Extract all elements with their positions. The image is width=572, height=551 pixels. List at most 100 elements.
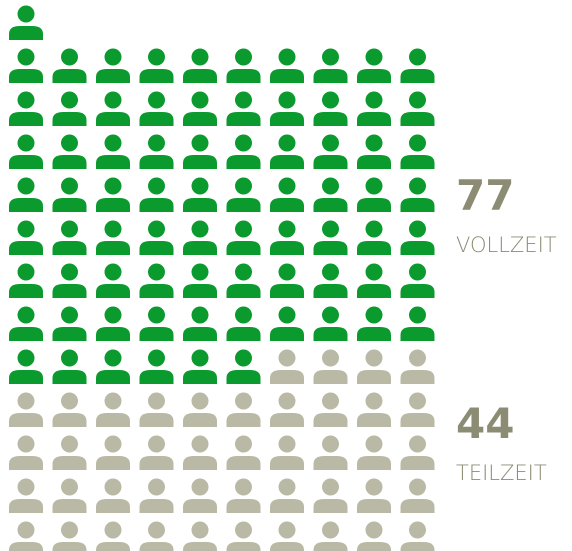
icon-body	[400, 456, 435, 470]
person-icon	[270, 134, 304, 169]
icon-head	[409, 392, 426, 410]
icon-head	[104, 478, 122, 496]
icon-body	[400, 241, 435, 255]
icon-head	[365, 392, 383, 410]
person-icon	[400, 48, 435, 83]
icon-head	[278, 392, 296, 410]
person-icon	[226, 478, 261, 513]
person-icon	[183, 263, 217, 298]
person-icon	[313, 306, 348, 341]
icon-head	[104, 48, 122, 66]
value-label: 44	[456, 399, 514, 448]
icon-body	[139, 198, 174, 212]
icon-head	[61, 306, 78, 324]
icon-body	[400, 69, 435, 83]
icon-body	[9, 542, 43, 551]
icon-body	[139, 413, 174, 427]
person-icon	[183, 435, 217, 470]
icon-head	[278, 134, 296, 152]
icon-body	[400, 155, 435, 169]
person-icon	[313, 521, 348, 551]
icon-body	[313, 69, 348, 83]
icon-head	[409, 48, 426, 66]
icon-body	[270, 284, 304, 298]
icon-body	[357, 155, 391, 169]
person-icon	[357, 521, 391, 551]
icon-head	[235, 220, 252, 238]
person-icon	[9, 349, 43, 384]
person-icon	[313, 478, 348, 513]
icon-head	[148, 263, 165, 281]
icon-head	[61, 91, 78, 109]
icon-body	[96, 456, 130, 470]
icon-body	[139, 284, 174, 298]
person-icon	[9, 435, 43, 470]
icon-head	[191, 306, 209, 324]
icon-head	[191, 91, 209, 109]
person-icon	[183, 349, 217, 384]
icon-body	[270, 456, 304, 470]
icon-body	[357, 327, 391, 341]
icon-head	[278, 91, 296, 109]
icon-body	[313, 499, 348, 513]
icon-body	[52, 327, 87, 341]
icon-head	[191, 177, 209, 195]
icon-body	[96, 542, 130, 551]
icon-head	[409, 349, 426, 367]
icon-head	[61, 134, 78, 152]
icon-head	[17, 48, 35, 66]
icon-head	[278, 263, 296, 281]
person-icon	[270, 435, 304, 470]
person-icon	[400, 134, 435, 169]
person-icon	[96, 435, 130, 470]
icon-head	[17, 263, 35, 281]
person-icon	[226, 392, 261, 427]
icon-head	[365, 134, 383, 152]
icon-body	[226, 413, 261, 427]
icon-head	[322, 349, 339, 367]
icon-body	[9, 284, 43, 298]
icon-head	[365, 220, 383, 238]
person-icon	[313, 134, 348, 169]
icon-body	[96, 499, 130, 513]
icon-body	[96, 370, 130, 384]
icon-head	[148, 349, 165, 367]
icon-body	[139, 155, 174, 169]
person-icon	[183, 220, 217, 255]
icon-head	[148, 134, 165, 152]
icon-body	[96, 155, 130, 169]
icon-body	[270, 69, 304, 83]
icon-head	[104, 392, 122, 410]
person-icon	[9, 48, 43, 83]
icon-body	[270, 327, 304, 341]
person-icon	[96, 263, 130, 298]
icon-body	[226, 327, 261, 341]
icon-head	[191, 521, 209, 539]
person-icon	[270, 478, 304, 513]
icon-body	[357, 456, 391, 470]
person-icon	[270, 521, 304, 551]
icon-body	[9, 155, 43, 169]
icon-body	[313, 112, 348, 126]
person-icon	[313, 435, 348, 470]
person-icon	[313, 177, 348, 212]
person-icon	[357, 48, 391, 83]
icon-body	[357, 542, 391, 551]
icon-body	[9, 370, 43, 384]
icon-body	[183, 413, 217, 427]
icon-body	[96, 327, 130, 341]
icon-head	[104, 177, 122, 195]
person-icon	[400, 220, 435, 255]
icon-head	[17, 478, 35, 496]
icon-head	[17, 5, 35, 23]
icon-head	[409, 306, 426, 324]
icon-head	[61, 521, 78, 539]
person-icon	[400, 177, 435, 212]
person-icon	[357, 177, 391, 212]
icon-body	[52, 198, 87, 212]
person-icon	[183, 48, 217, 83]
person-icon	[9, 91, 43, 126]
person-icon	[96, 349, 130, 384]
icon-head	[365, 306, 383, 324]
icon-head	[148, 48, 165, 66]
